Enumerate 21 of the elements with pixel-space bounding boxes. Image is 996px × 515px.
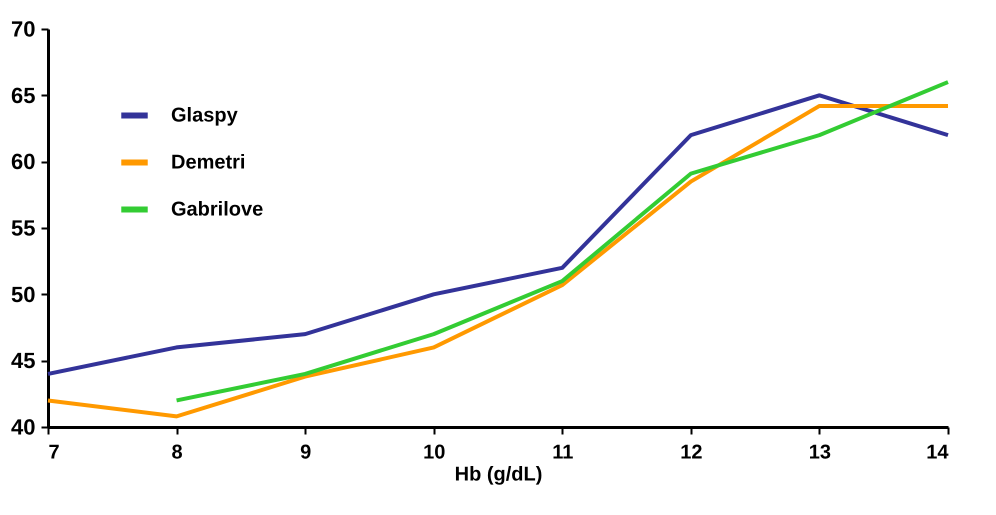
x-tick-label: 7 [48, 442, 60, 464]
x-tick-label: 10 [423, 442, 446, 464]
y-tick-label: 55 [11, 216, 36, 240]
x-tick-label: 11 [552, 442, 574, 464]
y-tick-label: 70 [11, 16, 36, 42]
x-axis-title: Hb (g/dL) [454, 464, 542, 486]
x-tick-label: 12 [680, 442, 702, 464]
legend-label: Glaspy [171, 104, 239, 126]
y-tick-label: 50 [11, 282, 36, 307]
y-tick-label: 40 [11, 414, 36, 440]
y-tick-label: 60 [11, 149, 36, 174]
x-tick-label: 14 [926, 442, 950, 464]
line-series [46, 104, 950, 418]
y-tick-label: 45 [11, 348, 36, 374]
x-tick-label: 9 [300, 442, 312, 464]
y-tick-label: 65 [11, 82, 36, 108]
line-series [46, 93, 950, 376]
x-tick-label: 13 [808, 442, 832, 464]
legend-label: Demetri [171, 152, 246, 174]
x-tick-label: 8 [172, 442, 183, 464]
legend-label: Gabrilove [171, 198, 264, 220]
